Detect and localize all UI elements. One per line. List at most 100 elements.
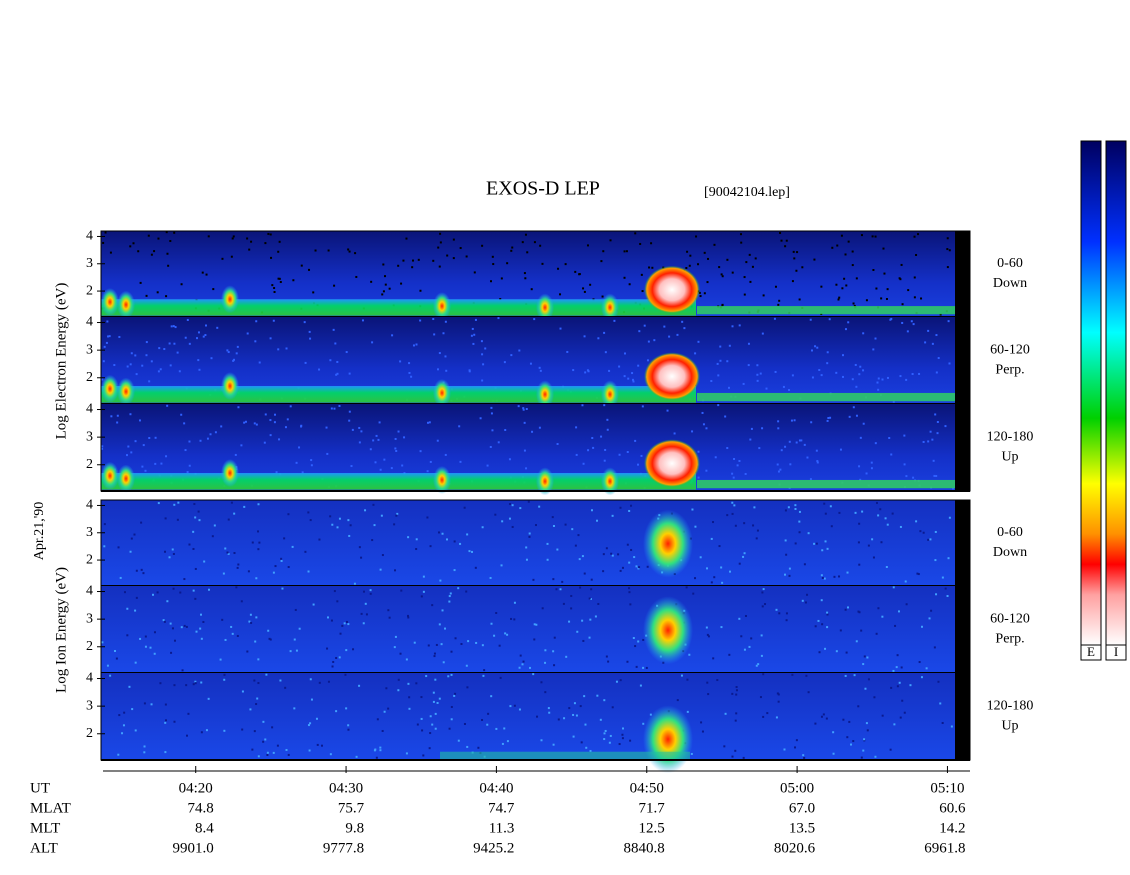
texture — [885, 298, 888, 301]
intensity-spot — [643, 596, 693, 665]
texture — [927, 329, 930, 332]
texture — [518, 349, 521, 352]
intensity-spot — [433, 378, 451, 407]
texture — [444, 320, 447, 323]
panel-label: 60-120 — [990, 612, 1030, 627]
texture — [548, 711, 551, 714]
texture — [559, 327, 562, 330]
texture — [726, 360, 729, 363]
texture — [130, 352, 133, 355]
texture — [196, 337, 199, 340]
texture — [588, 597, 591, 600]
texture — [388, 287, 391, 290]
row-value: 9425.2 — [473, 840, 514, 856]
texture — [847, 240, 850, 243]
texture — [350, 465, 353, 468]
texture — [298, 627, 301, 630]
texture — [236, 634, 239, 637]
texture — [426, 421, 429, 424]
texture — [291, 545, 294, 548]
texture — [821, 576, 824, 579]
texture — [283, 537, 286, 540]
texture — [874, 442, 877, 445]
texture — [104, 231, 107, 234]
texture — [756, 379, 759, 382]
texture — [419, 289, 422, 292]
texture — [832, 731, 835, 734]
texture — [546, 558, 549, 561]
panel-edge — [955, 673, 970, 760]
texture — [813, 258, 816, 261]
texture — [361, 319, 364, 322]
texture — [565, 655, 568, 658]
texture — [862, 369, 865, 372]
texture — [651, 266, 654, 269]
panel-label: Down — [993, 545, 1027, 560]
texture — [668, 335, 671, 338]
texture — [899, 716, 902, 719]
texture — [948, 362, 951, 365]
row-label: MLT — [30, 820, 60, 836]
texture — [919, 530, 922, 533]
panel-label: 60-120 — [990, 343, 1030, 358]
texture — [611, 514, 614, 517]
texture — [915, 520, 918, 523]
texture — [128, 685, 131, 688]
texture — [544, 691, 547, 694]
texture — [304, 550, 307, 553]
texture — [499, 298, 502, 301]
texture — [610, 552, 613, 555]
texture — [946, 266, 949, 269]
texture — [562, 602, 565, 605]
texture — [740, 635, 743, 638]
texture — [920, 676, 923, 679]
texture — [279, 679, 282, 682]
texture — [501, 520, 504, 523]
texture — [309, 678, 312, 681]
texture — [362, 622, 365, 625]
panel-label: Perp. — [995, 632, 1024, 647]
texture — [145, 341, 148, 344]
texture — [529, 666, 532, 669]
texture — [333, 284, 336, 287]
texture — [360, 556, 363, 559]
texture — [144, 469, 147, 472]
texture — [631, 378, 634, 381]
texture — [140, 568, 143, 571]
texture — [863, 739, 866, 742]
texture — [339, 632, 342, 635]
texture — [847, 321, 850, 324]
texture — [777, 693, 780, 696]
texture — [244, 420, 247, 423]
texture — [219, 658, 222, 661]
texture — [891, 512, 894, 515]
texture — [582, 287, 585, 290]
texture — [275, 471, 278, 474]
texture — [528, 535, 531, 538]
texture — [900, 263, 903, 266]
texture — [867, 544, 870, 547]
texture — [909, 684, 912, 687]
texture — [901, 699, 904, 702]
texture — [777, 470, 780, 473]
texture — [890, 686, 893, 689]
texture — [473, 271, 476, 274]
texture — [613, 319, 616, 322]
texture — [240, 444, 243, 447]
texture — [170, 651, 173, 654]
texture — [202, 620, 205, 623]
texture — [738, 324, 741, 327]
texture — [134, 729, 137, 732]
texture — [754, 257, 757, 260]
texture — [254, 640, 257, 643]
texture — [438, 265, 441, 268]
texture — [815, 449, 818, 452]
texture — [126, 634, 129, 637]
texture — [131, 708, 134, 711]
texture — [848, 720, 851, 723]
texture — [841, 287, 844, 290]
texture — [813, 542, 816, 545]
texture — [602, 553, 605, 556]
texture — [491, 255, 494, 258]
texture — [642, 638, 645, 641]
